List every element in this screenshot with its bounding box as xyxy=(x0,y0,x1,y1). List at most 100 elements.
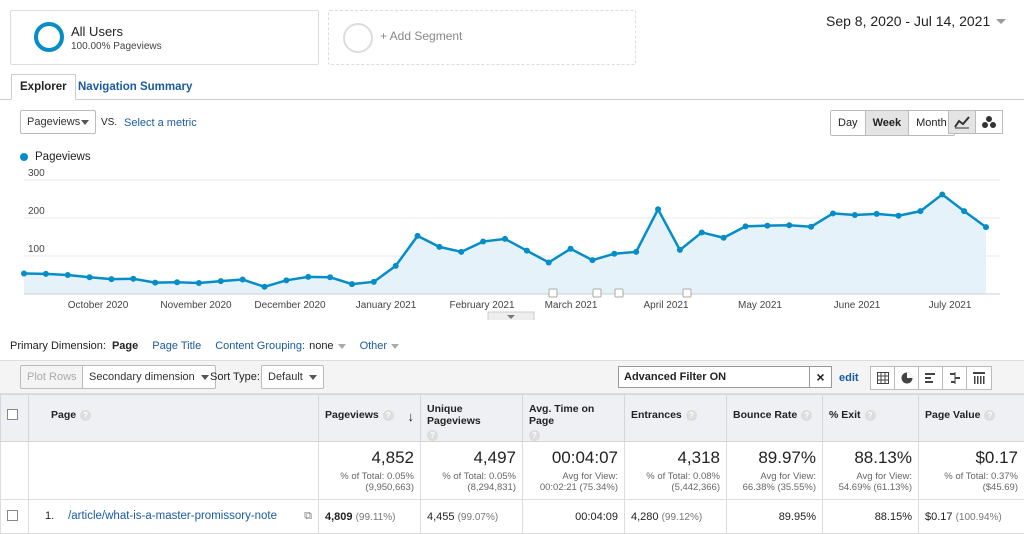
period-day-button[interactable]: Day xyxy=(831,111,866,135)
x-tick-label: April 2021 xyxy=(643,300,688,311)
tab-navigation-summary[interactable]: Navigation Summary xyxy=(70,74,200,100)
data-point xyxy=(961,208,967,214)
data-point xyxy=(218,278,224,284)
data-point xyxy=(524,248,530,254)
data-point xyxy=(152,280,158,286)
totals-pageviews: 4,852% of Total: 0.05%(9,950,663) xyxy=(319,442,421,500)
data-point xyxy=(546,259,552,265)
advanced-filter-field[interactable]: Advanced Filter ON × xyxy=(618,366,832,388)
select-all-checkbox[interactable] xyxy=(7,409,18,420)
add-segment-button[interactable]: + Add Segment xyxy=(328,10,636,65)
sort-type-value: Default xyxy=(268,371,303,383)
pie-chart-icon[interactable] xyxy=(895,367,919,389)
data-point xyxy=(327,274,333,280)
row-avg-time: 00:04:09 xyxy=(523,500,625,534)
table-row: 1. /article/what-is-a-master-promissory-… xyxy=(1,500,1024,534)
line-chart-icon xyxy=(954,115,970,129)
dimension-page-title[interactable]: Page Title xyxy=(152,340,201,352)
chevron-down-icon xyxy=(201,375,209,380)
period-month-button[interactable]: Month xyxy=(909,111,954,135)
data-point xyxy=(655,206,661,212)
data-point xyxy=(305,274,311,280)
data-point xyxy=(393,263,399,269)
secondary-dimension-select[interactable]: Secondary dimension xyxy=(82,365,216,389)
help-icon: ? xyxy=(984,410,995,421)
tab-explorer[interactable]: Explorer xyxy=(11,74,76,100)
pivot-icon[interactable] xyxy=(967,367,991,389)
data-point xyxy=(436,244,442,250)
motion-chart-view-button[interactable] xyxy=(975,110,1003,134)
data-point xyxy=(896,213,902,219)
pageviews-area xyxy=(24,194,986,294)
segment-all-users[interactable]: All Users 100.00% Pageviews xyxy=(10,10,319,65)
dimension-other[interactable]: Other xyxy=(360,340,400,352)
header-entrances[interactable]: Entrances? xyxy=(625,395,727,442)
open-external-icon[interactable]: ⧉ xyxy=(304,510,312,523)
data-point xyxy=(415,233,421,239)
plot-rows-button[interactable]: Plot Rows xyxy=(20,365,84,389)
header-unique-pageviews[interactable]: Unique Pageviews? xyxy=(421,395,523,442)
annotation-marker-icon xyxy=(549,289,557,297)
header-pageviews[interactable]: Pageviews?↓ xyxy=(319,395,421,442)
line-chart-view-button[interactable] xyxy=(948,110,976,134)
dimension-content-grouping[interactable]: Content Grouping: none xyxy=(215,340,345,352)
edit-filter-link[interactable]: edit xyxy=(839,372,859,384)
bubbles-icon xyxy=(981,115,997,129)
header-page[interactable]: Page? xyxy=(29,395,319,442)
segment-title: All Users xyxy=(71,24,123,39)
date-range-picker[interactable]: Sep 8, 2020 - Jul 14, 2021 xyxy=(826,13,1006,29)
help-icon: ? xyxy=(801,410,812,421)
row-bounce: 89.95% xyxy=(727,500,823,534)
data-point xyxy=(283,277,289,283)
metric-select[interactable]: Pageviews xyxy=(20,110,96,134)
x-tick-label: October 2020 xyxy=(68,300,129,311)
header-page-value[interactable]: Page Value? xyxy=(919,395,1024,442)
period-week-button[interactable]: Week xyxy=(866,111,910,135)
vs-label: VS. xyxy=(101,117,117,128)
help-icon: ? xyxy=(383,410,394,421)
dimension-other-label: Other xyxy=(360,340,388,352)
data-point xyxy=(174,279,180,285)
x-tick-label: March 2021 xyxy=(545,300,598,311)
x-tick-label: June 2021 xyxy=(834,300,881,311)
select-all-cell[interactable] xyxy=(1,395,29,442)
row-page-link[interactable]: /article/what-is-a-master-promissory-not… xyxy=(68,510,277,522)
row-unique: 4,455 (99.07%) xyxy=(421,500,523,534)
row-select-cell[interactable] xyxy=(1,500,29,534)
data-point xyxy=(852,212,858,218)
data-point xyxy=(939,191,945,197)
data-point xyxy=(108,276,114,282)
metric-select-value: Pageviews xyxy=(27,116,80,128)
bar-chart-icon[interactable] xyxy=(919,367,943,389)
data-point xyxy=(786,222,792,228)
header-exit[interactable]: % Exit? xyxy=(823,395,919,442)
help-icon: ? xyxy=(865,410,876,421)
data-point xyxy=(568,246,574,252)
data-point xyxy=(743,223,749,229)
close-icon[interactable]: × xyxy=(809,367,831,387)
sort-down-arrow-icon: ↓ xyxy=(408,409,415,424)
header-avg-time[interactable]: Avg. Time on Page? xyxy=(523,395,625,442)
chevron-down-icon xyxy=(81,120,89,125)
row-checkbox[interactable] xyxy=(7,510,18,521)
select-metric-link[interactable]: Select a metric xyxy=(124,117,197,129)
dimension-page[interactable]: Page xyxy=(112,340,138,352)
totals-bounce: 89.97%Avg for View:66.38% (35.55%) xyxy=(727,442,823,500)
annotation-marker-icon xyxy=(615,289,623,297)
content-grouping-value: none xyxy=(309,340,333,352)
help-icon: ? xyxy=(686,410,697,421)
help-icon: ? xyxy=(529,430,540,441)
comparison-icon[interactable] xyxy=(943,367,967,389)
add-segment-ring-icon xyxy=(343,23,373,53)
table-grid-icon[interactable] xyxy=(871,367,895,389)
header-bounce-rate[interactable]: Bounce Rate? xyxy=(727,395,823,442)
help-icon: ? xyxy=(80,410,91,421)
row-entrances: 4,280 (99.12%) xyxy=(625,500,727,534)
data-point xyxy=(830,210,836,216)
help-icon: ? xyxy=(427,430,438,441)
sort-type-select[interactable]: Default xyxy=(261,365,324,389)
y-tick-label: 200 xyxy=(28,206,45,217)
data-point xyxy=(611,251,617,257)
y-tick-label: 300 xyxy=(28,168,45,179)
